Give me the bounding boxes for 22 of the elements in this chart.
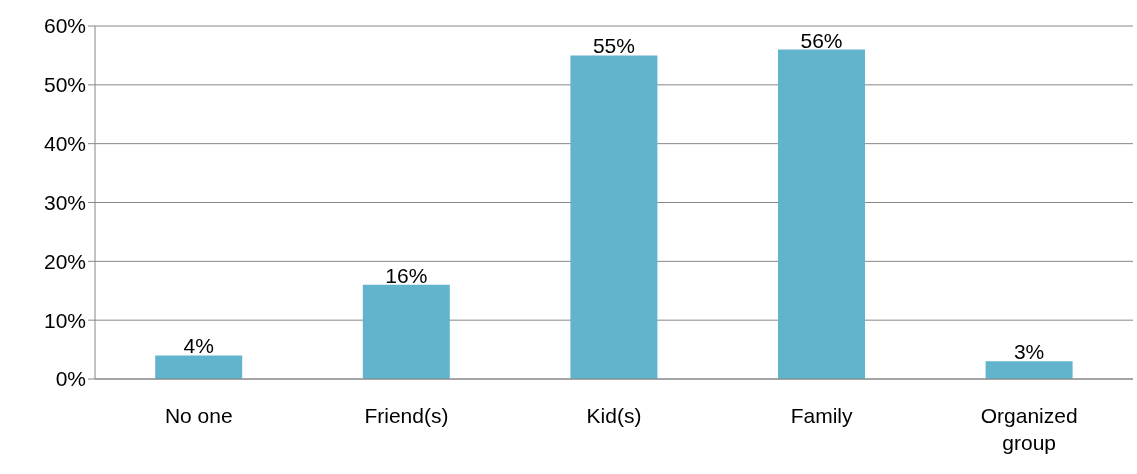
bar bbox=[570, 55, 658, 379]
data-label: 56% bbox=[800, 28, 843, 52]
data-label: 16% bbox=[385, 263, 428, 287]
data-label: 3% bbox=[1013, 340, 1045, 364]
x-tick-label: Family bbox=[790, 404, 854, 427]
y-tick-label: 30% bbox=[43, 190, 86, 214]
y-tick-label: 60% bbox=[43, 14, 86, 38]
x-tick-label: No one bbox=[164, 404, 233, 427]
x-tick-label: Friend(s) bbox=[364, 404, 449, 427]
y-tick-label: 0% bbox=[55, 367, 86, 391]
bar bbox=[985, 361, 1073, 379]
data-label: 55% bbox=[592, 34, 635, 58]
y-tick-label: 40% bbox=[43, 132, 86, 156]
bar bbox=[362, 284, 450, 379]
bar bbox=[778, 49, 865, 379]
x-tick-label: Organized group bbox=[980, 404, 1078, 454]
y-tick-label: 20% bbox=[43, 249, 86, 273]
y-tick-label: 10% bbox=[43, 308, 86, 332]
y-tick-label: 50% bbox=[43, 73, 86, 97]
data-label: 4% bbox=[183, 334, 214, 358]
bar bbox=[155, 355, 243, 379]
x-tick-label: Kid(s) bbox=[586, 404, 642, 427]
